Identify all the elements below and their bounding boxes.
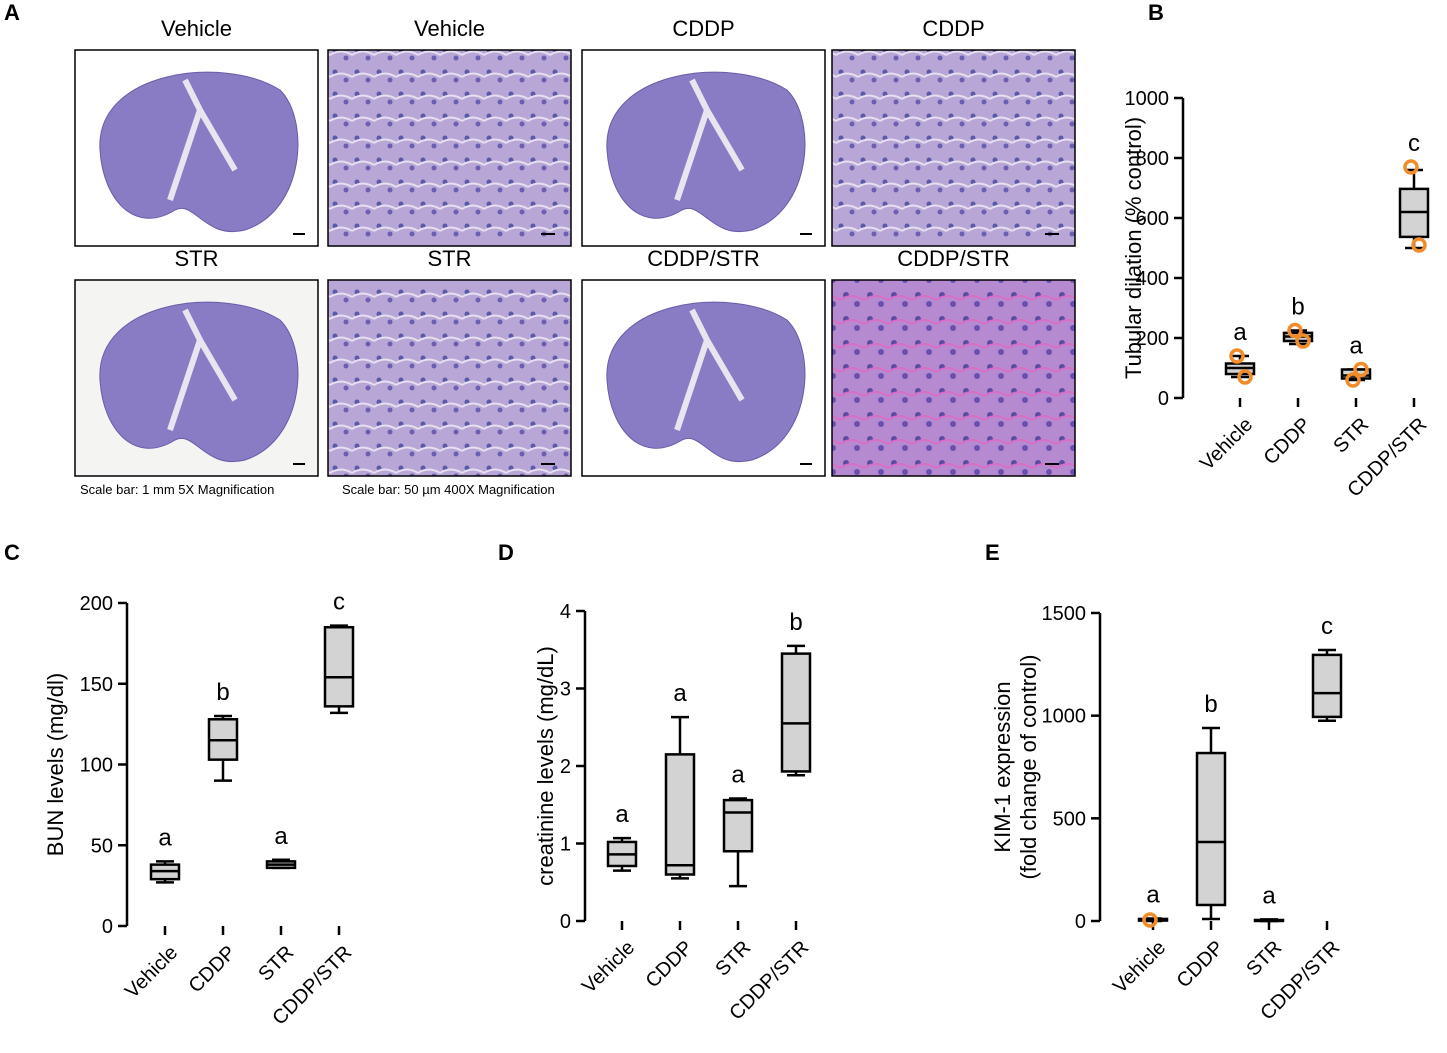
significance-letter: a xyxy=(1146,882,1160,909)
y-tick-label: 600 xyxy=(1136,208,1169,230)
box xyxy=(1311,653,1343,719)
significance-letter: b xyxy=(789,609,802,636)
image-frame xyxy=(831,279,1076,477)
significance-letter: a xyxy=(1349,333,1363,360)
y-tick-label: 1000 xyxy=(1042,706,1087,728)
y-tick-label: 4 xyxy=(560,601,571,623)
image-frame xyxy=(327,49,572,247)
data-point xyxy=(1142,912,1158,928)
panel-a: A xyxy=(4,0,20,25)
box xyxy=(1195,751,1227,907)
x-tick-label: CDDP xyxy=(185,942,241,998)
data-point xyxy=(1403,159,1419,175)
x-tick-label: CDDP xyxy=(1173,937,1229,993)
data-point xyxy=(1237,369,1253,385)
y-tick-label: 2 xyxy=(560,756,571,778)
image-title: CDDP/STR xyxy=(647,246,759,271)
box xyxy=(780,652,812,773)
scale-note: Scale bar: 50 µm 400X Magnification xyxy=(342,482,555,497)
significance-letter: a xyxy=(1262,882,1276,909)
significance-letter: a xyxy=(731,762,745,789)
image-title: CDDP xyxy=(672,16,734,41)
medulla xyxy=(167,78,238,201)
box xyxy=(722,798,754,853)
y-tick-label: 200 xyxy=(80,593,113,615)
y-tick-label: 200 xyxy=(1136,328,1169,350)
x-tick-label: Vehicle xyxy=(121,942,182,1003)
x-tick-label: CDDP xyxy=(1260,414,1316,470)
y-tick-label: 800 xyxy=(1136,148,1169,170)
y-tick-label: 3 xyxy=(560,679,571,701)
significance-letter: c xyxy=(1408,130,1420,157)
panel-label: D xyxy=(498,540,514,565)
x-tick-label: Vehicle xyxy=(578,937,639,998)
image-title: STR xyxy=(175,246,219,271)
scale-note: Scale bar: 1 mm 5X Magnification xyxy=(80,482,274,497)
image-title: STR xyxy=(428,246,472,271)
image-frame xyxy=(327,279,572,477)
image-title: CDDP xyxy=(922,16,984,41)
image-title: Vehicle xyxy=(161,16,232,41)
significance-letter: c xyxy=(333,589,345,616)
data-point xyxy=(1295,333,1311,349)
panel-label: B xyxy=(1148,0,1164,25)
kidney-section xyxy=(606,71,806,233)
y-tick-label: 50 xyxy=(91,835,113,857)
significance-letter: c xyxy=(1321,613,1333,640)
x-tick-label: CDDP xyxy=(642,937,698,993)
kidney-section xyxy=(99,71,299,233)
y-tick-label: 0 xyxy=(1158,388,1169,410)
y-axis-label: creatinine levels (mg/dL) xyxy=(533,646,558,886)
image-frame xyxy=(831,49,1076,247)
y-tick-label: 0 xyxy=(102,916,113,938)
x-tick-label: STR xyxy=(254,942,298,986)
panel-label: E xyxy=(985,540,1000,565)
medulla xyxy=(674,308,745,431)
panel-label: C xyxy=(4,540,20,565)
y-tick-label: 150 xyxy=(80,674,113,696)
y-axis-label: Tubular dilation (% control) xyxy=(1121,117,1146,379)
significance-letter: a xyxy=(615,801,629,828)
y-tick-label: 0 xyxy=(560,911,571,933)
box xyxy=(664,753,696,876)
y-tick-label: 500 xyxy=(1053,808,1086,830)
y-axis-label: KIM-1 expression xyxy=(990,681,1015,852)
significance-letter: a xyxy=(673,680,687,707)
y-axis-label: BUN levels (mg/dl) xyxy=(43,673,68,856)
image-title: CDDP/STR xyxy=(897,246,1009,271)
x-tick-label: STR xyxy=(1329,414,1373,458)
data-point xyxy=(1345,372,1361,388)
y-tick-label: 100 xyxy=(80,755,113,777)
y-axis-label: (fold change of control) xyxy=(1016,654,1041,879)
x-tick-label: STR xyxy=(1242,937,1286,981)
significance-letter: b xyxy=(1204,691,1217,718)
y-tick-label: 400 xyxy=(1136,268,1169,290)
kidney-section xyxy=(99,301,299,463)
data-point xyxy=(1287,322,1303,339)
y-tick-label: 1 xyxy=(560,834,571,856)
x-tick-label: Vehicle xyxy=(1196,414,1257,475)
box xyxy=(323,625,355,708)
y-tick-label: 1500 xyxy=(1042,603,1087,625)
significance-letter: a xyxy=(1233,319,1247,346)
x-tick-label: Vehicle xyxy=(1109,937,1170,998)
y-tick-label: 1000 xyxy=(1125,88,1170,110)
y-tick-label: 0 xyxy=(1075,911,1086,933)
kidney-section xyxy=(606,301,806,463)
panel-label: A xyxy=(4,0,20,25)
significance-letter: b xyxy=(1291,294,1304,321)
data-point xyxy=(1353,361,1369,378)
significance-letter: b xyxy=(216,679,229,706)
data-point xyxy=(1411,237,1427,253)
x-tick-label: STR xyxy=(711,937,755,981)
data-point xyxy=(1229,348,1245,364)
medulla xyxy=(674,78,745,201)
significance-letter: a xyxy=(274,823,288,850)
medulla xyxy=(167,308,238,431)
image-title: Vehicle xyxy=(414,16,485,41)
significance-letter: a xyxy=(158,824,172,851)
